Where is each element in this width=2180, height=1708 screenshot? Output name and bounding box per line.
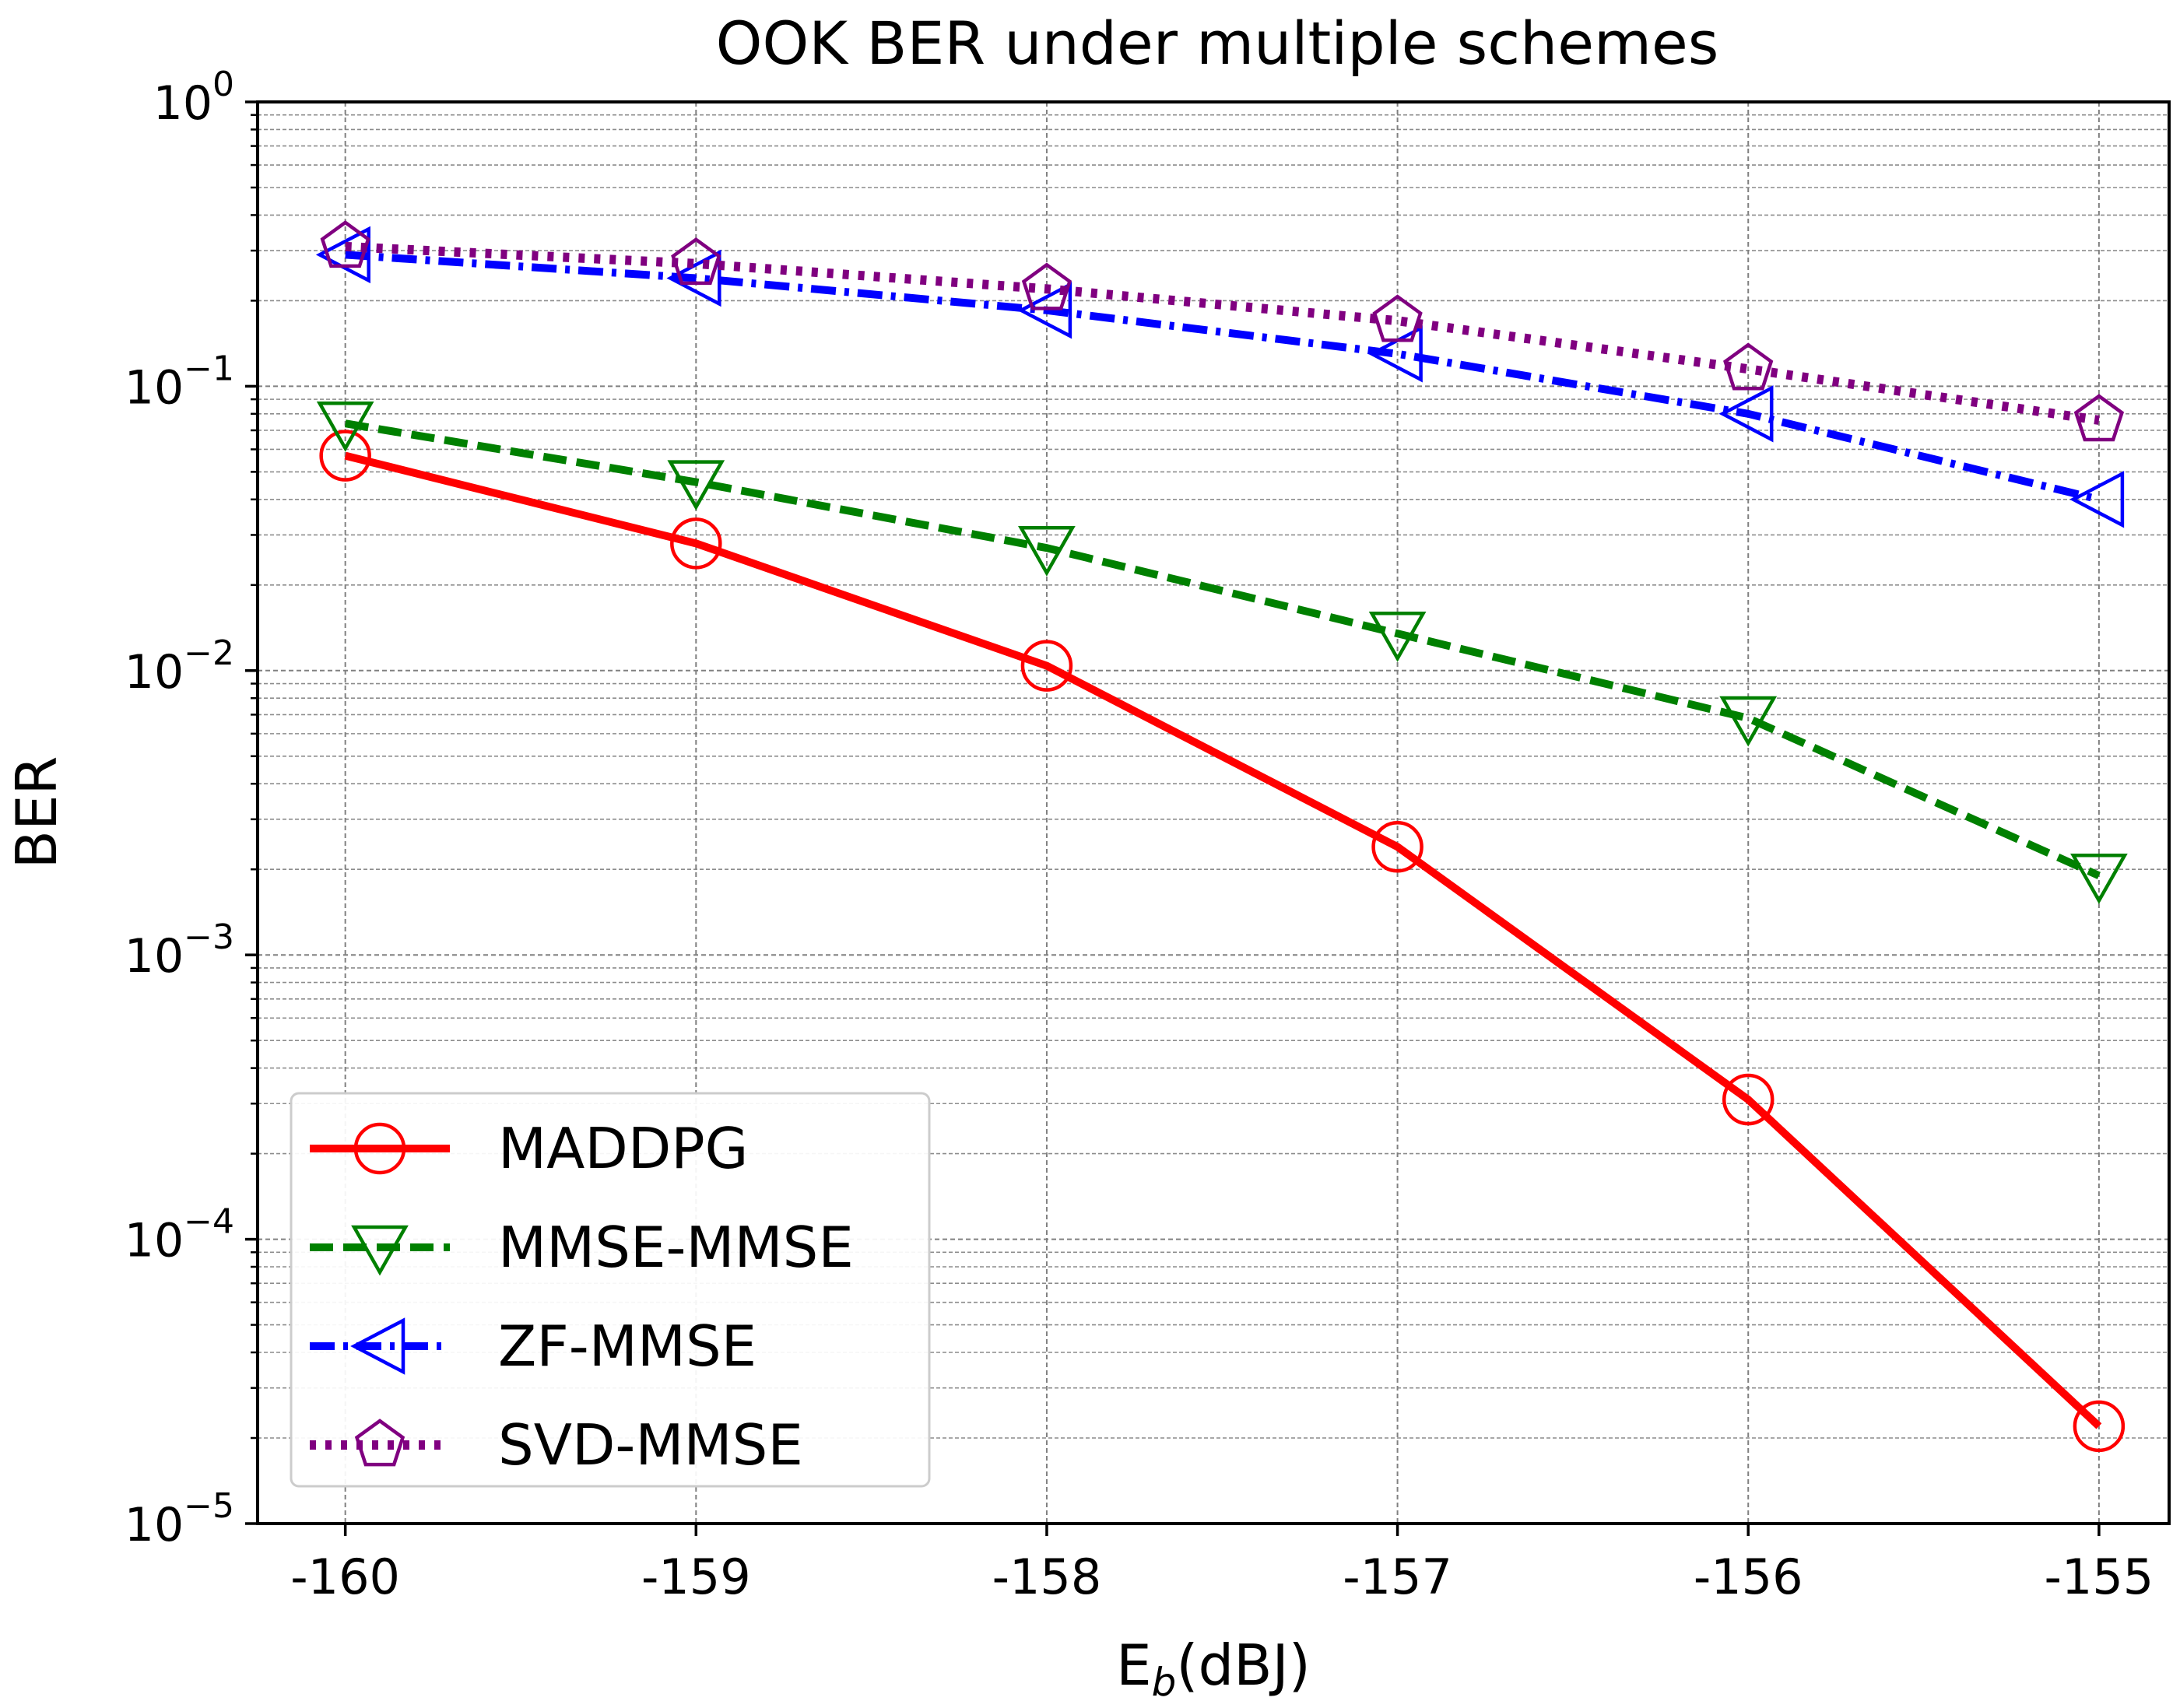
x-tick-label: -157 bbox=[1343, 1548, 1452, 1605]
data-point-maddpg bbox=[319, 430, 371, 482]
legend-label-mmse-mmse: MMSE-MMSE bbox=[498, 1215, 854, 1280]
data-point-zf-mmse bbox=[2069, 471, 2125, 528]
data-point-mmse-mmse bbox=[316, 401, 374, 452]
y-tick-label: 100 bbox=[153, 65, 234, 131]
data-point-mmse-mmse bbox=[667, 460, 725, 511]
data-point-svd-mmse bbox=[1723, 342, 1774, 391]
y-tick-label: 10−3 bbox=[125, 917, 234, 984]
legend-marker-zf-mmse bbox=[350, 1317, 405, 1375]
x-tick-label: -155 bbox=[2045, 1548, 2154, 1605]
x-axis-label: Eb(dBJ) bbox=[1116, 1633, 1311, 1705]
y-tick-label: 10−1 bbox=[125, 349, 234, 415]
series-line-svd-mmse bbox=[345, 241, 2100, 425]
data-point-maddpg bbox=[1020, 640, 1073, 692]
x-axis-label-sub: b bbox=[1152, 1660, 1177, 1705]
legend-label-maddpg: MADDPG bbox=[498, 1116, 748, 1181]
data-point-zf-mmse bbox=[1017, 282, 1072, 339]
y-axis-label: BER bbox=[4, 756, 69, 869]
chart-title: OOK BER under multiple schemes bbox=[716, 9, 1719, 78]
x-tick-label: -158 bbox=[992, 1548, 1102, 1605]
x-tick-label: -156 bbox=[1694, 1548, 1803, 1605]
x-axis-label-main: E bbox=[1116, 1633, 1152, 1698]
data-point-maddpg bbox=[1722, 1073, 1775, 1126]
series-line-mmse-mmse bbox=[344, 419, 2101, 879]
data-point-maddpg bbox=[1371, 821, 1423, 873]
legend: MADDPG MMSE-MMSE ZF-MMSE SVD-MMSE bbox=[290, 1092, 931, 1488]
legend-box bbox=[290, 1092, 931, 1488]
y-tick-label: 10−2 bbox=[125, 633, 234, 700]
series-line-zf-mmse bbox=[345, 251, 2101, 503]
data-point-mmse-mmse bbox=[1368, 611, 1427, 662]
series-group bbox=[315, 220, 2128, 1453]
data-point-mmse-mmse bbox=[1719, 696, 1778, 747]
series-maddpg bbox=[319, 430, 2126, 1453]
legend-marker-mmse-mmse bbox=[351, 1225, 409, 1276]
data-point-svd-mmse bbox=[671, 237, 721, 286]
legend-label-zf-mmse: ZF-MMSE bbox=[498, 1313, 757, 1379]
data-point-mmse-mmse bbox=[1018, 525, 1076, 577]
data-point-svd-mmse bbox=[1021, 262, 1072, 310]
data-point-zf-mmse bbox=[1718, 385, 1774, 443]
series-line-maddpg bbox=[344, 451, 2102, 1429]
legend-marker-svd-mmse bbox=[354, 1419, 405, 1467]
legend-marker-maddpg bbox=[353, 1122, 406, 1175]
series-svd-mmse bbox=[320, 220, 2125, 442]
data-point-svd-mmse bbox=[320, 220, 370, 268]
x-tick-label: -159 bbox=[641, 1548, 751, 1605]
x-axis-label-rest: (dBJ) bbox=[1176, 1633, 1311, 1698]
data-point-maddpg bbox=[2073, 1400, 2126, 1453]
legend-label-svd-mmse: SVD-MMSE bbox=[498, 1412, 803, 1478]
data-point-mmse-mmse bbox=[2070, 854, 2128, 904]
data-point-maddpg bbox=[670, 517, 722, 570]
data-point-svd-mmse bbox=[2073, 394, 2125, 442]
data-point-svd-mmse bbox=[1372, 294, 1423, 342]
x-tick-label: -160 bbox=[290, 1548, 400, 1605]
data-point-zf-mmse bbox=[666, 249, 721, 307]
axis-ticks: 10−5 10−4 10−3 10−2 10−1 100 -160 -159 -158 -157 -… bbox=[125, 65, 2154, 1605]
y-tick-label: 10−5 bbox=[125, 1486, 234, 1552]
y-tick-label: 10−4 bbox=[125, 1202, 234, 1268]
plot-frame bbox=[256, 100, 2171, 1525]
series-mmse-mmse bbox=[316, 401, 2128, 904]
